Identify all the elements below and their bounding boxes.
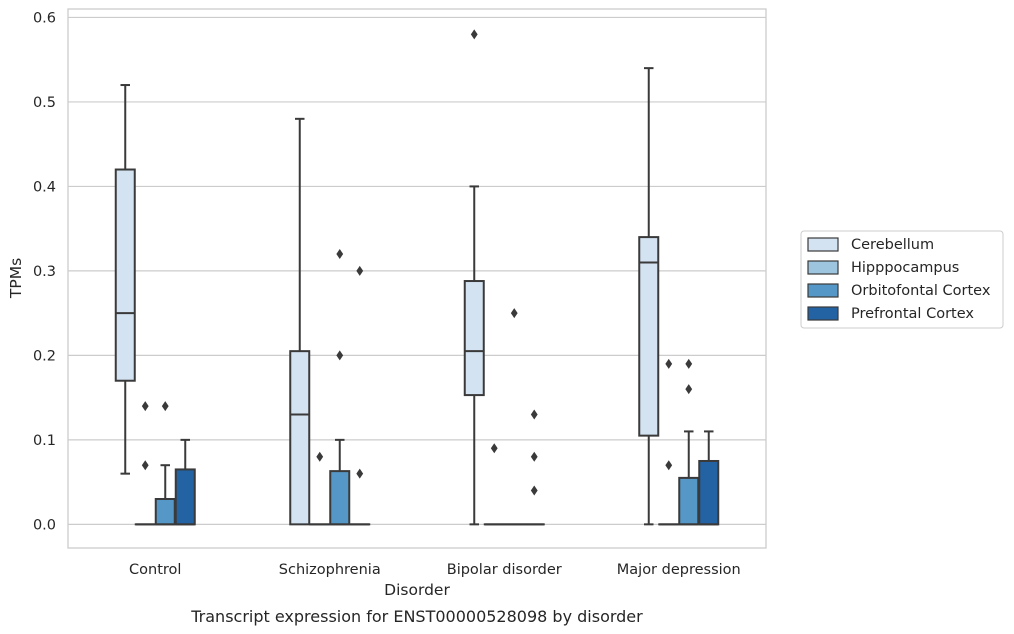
box: [154, 498, 176, 526]
x-tick-label: Control: [129, 562, 181, 578]
outlier-point: [141, 460, 149, 471]
legend-swatch: [807, 306, 839, 321]
outlier-point: [470, 29, 478, 40]
outlier-point: [316, 451, 324, 462]
outlier-point: [356, 468, 364, 479]
box: [638, 236, 660, 437]
box-group: [678, 358, 700, 526]
y-tick-label: 0.4: [33, 179, 56, 195]
x-tick-label: Schizophrenia: [279, 562, 381, 578]
legend-label: Hipppocampus: [851, 260, 959, 276]
box-group: [174, 438, 196, 526]
box-group: [658, 358, 680, 526]
outlier-point: [530, 451, 538, 462]
box-group: [503, 308, 525, 526]
outlier-point: [685, 384, 693, 395]
box-group: [329, 249, 351, 526]
box-group: [289, 117, 311, 526]
legend-label: Prefrontal Cortex: [851, 306, 974, 322]
y-tick-label: 0.5: [33, 95, 56, 111]
outlier-point: [356, 265, 364, 276]
box-group: [134, 401, 156, 526]
box-group: [698, 430, 720, 526]
outlier-point: [336, 350, 344, 361]
y-tick-label: 0.6: [33, 10, 56, 26]
outlier-point: [336, 249, 344, 259]
outlier-point: [665, 358, 673, 369]
box-group: [523, 409, 545, 526]
box-group: [463, 29, 485, 526]
box-group: [349, 265, 371, 526]
y-tick-label: 0.2: [33, 348, 56, 364]
x-tick-label: Major depression: [617, 562, 741, 578]
box: [678, 476, 700, 526]
box-group: [483, 443, 505, 526]
outlier-point: [490, 443, 498, 454]
figure-caption: Transcript expression for ENST0000052809…: [190, 607, 643, 626]
x-axis-label: Disorder: [384, 581, 450, 599]
legend-swatch: [807, 283, 839, 298]
y-tick-labels: 0.0 0.1 0.2 0.3 0.4 0.5 0.6: [33, 10, 56, 533]
y-tick-label: 0.0: [33, 517, 56, 533]
outlier-point: [141, 401, 149, 412]
box: [289, 350, 311, 526]
legend-swatch: [807, 260, 839, 275]
outlier-point: [530, 409, 538, 420]
y-tick-label: 0.3: [33, 264, 56, 280]
x-tick-label: Bipolar disorder: [447, 562, 562, 578]
gridlines: [68, 16, 766, 525]
box: [329, 470, 351, 526]
outlier-point: [161, 401, 169, 412]
legend-swatch: [807, 237, 839, 252]
legend: Cerebellum Hipppocampus Orbitofontal Corte…: [800, 230, 1004, 329]
outlier-point: [665, 460, 673, 471]
box-group: [638, 67, 660, 526]
legend-frame: [800, 230, 1004, 329]
y-tick-label: 0.1: [33, 433, 56, 449]
box-plot-marks: [114, 29, 720, 526]
box: [114, 168, 136, 382]
box: [174, 468, 196, 526]
box-group: [154, 401, 176, 526]
y-axis-label: TPMs: [7, 258, 25, 299]
outlier-point: [510, 308, 518, 319]
legend-label: Orbitofontal Cortex: [851, 283, 991, 299]
outlier-point: [530, 485, 538, 496]
plot-frame: [67, 8, 767, 549]
outlier-point: [685, 358, 693, 369]
x-tick-labels: Control Schizophrenia Bipolar disorder Majo…: [129, 562, 741, 578]
box: [698, 459, 720, 526]
box-group: [114, 84, 136, 475]
legend-label: Cerebellum: [851, 237, 934, 253]
box-group: [309, 451, 331, 526]
box: [463, 280, 485, 397]
